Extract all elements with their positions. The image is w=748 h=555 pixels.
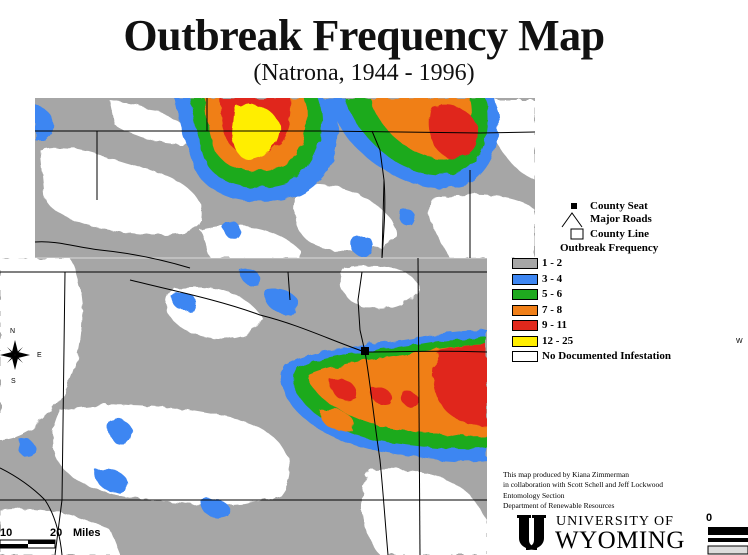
compass-s-label: S xyxy=(11,378,16,385)
scale-twenty-label: 20 xyxy=(50,527,63,539)
legend-symbols xyxy=(561,203,584,240)
county-seat-marker xyxy=(361,347,369,355)
south-map-panel xyxy=(0,258,487,555)
scale-ten-label: 10 xyxy=(0,527,13,539)
scale-zero-label: 0 xyxy=(706,512,713,524)
road-legend-icon xyxy=(561,212,583,228)
legend-heading: Outbreak Frequency xyxy=(560,242,659,254)
legend-county-seat: County Seat xyxy=(590,200,648,212)
credit-line-4: Department of Renewable Resources xyxy=(503,501,615,510)
legend-class-label: No Documented Infestation xyxy=(542,350,671,362)
legend-county-line: County Line xyxy=(590,228,649,240)
legend-class-label: 12 - 25 xyxy=(542,334,574,347)
legend-swatch xyxy=(512,351,538,362)
scale-unit-label: Miles xyxy=(73,527,101,539)
scale-bar xyxy=(0,539,56,549)
north-map-panel xyxy=(35,98,535,258)
county-seat-legend-icon xyxy=(571,203,577,209)
compass-n-label: N xyxy=(10,328,16,335)
legend-class-label: 1 - 2 xyxy=(542,257,563,269)
legend-swatch xyxy=(512,320,538,331)
legend-swatch xyxy=(512,289,538,300)
university-line-1: UNIVERSITY OF xyxy=(556,514,674,529)
scale-bar-right xyxy=(707,527,748,555)
uw-logo-icon xyxy=(517,515,546,550)
university-line-2: WYOMING xyxy=(555,527,685,554)
compass-e-label: E xyxy=(37,352,42,359)
page-title: Outbreak Frequency Map xyxy=(123,11,605,60)
edge-letter: W xyxy=(736,338,743,345)
legend-class-label: 3 - 4 xyxy=(542,272,563,285)
legend-class-label: 7 - 8 xyxy=(542,303,563,316)
legend-swatch xyxy=(512,335,538,347)
credit-line-1: This map produced by Kiana Zimmerman xyxy=(503,470,630,479)
legend-swatch xyxy=(512,273,538,285)
compass-icon xyxy=(0,340,30,370)
county-lines-north xyxy=(35,98,536,259)
credit-line-3: Entomology Section xyxy=(503,491,565,500)
legend-swatch xyxy=(512,304,538,316)
legend-swatch xyxy=(512,258,538,269)
legend-class-label: 5 - 6 xyxy=(542,288,563,300)
major-roads xyxy=(0,179,488,555)
page-subtitle: (Natrona, 1944 - 1996) xyxy=(253,60,475,86)
credit-line-2: in collaboration with Scott Schell and J… xyxy=(503,480,664,489)
legend-major-roads: Major Roads xyxy=(590,213,652,225)
county-lines-south xyxy=(0,257,487,555)
legend-class-label: 9 - 11 xyxy=(542,319,568,331)
county-line-legend-icon xyxy=(570,228,584,240)
